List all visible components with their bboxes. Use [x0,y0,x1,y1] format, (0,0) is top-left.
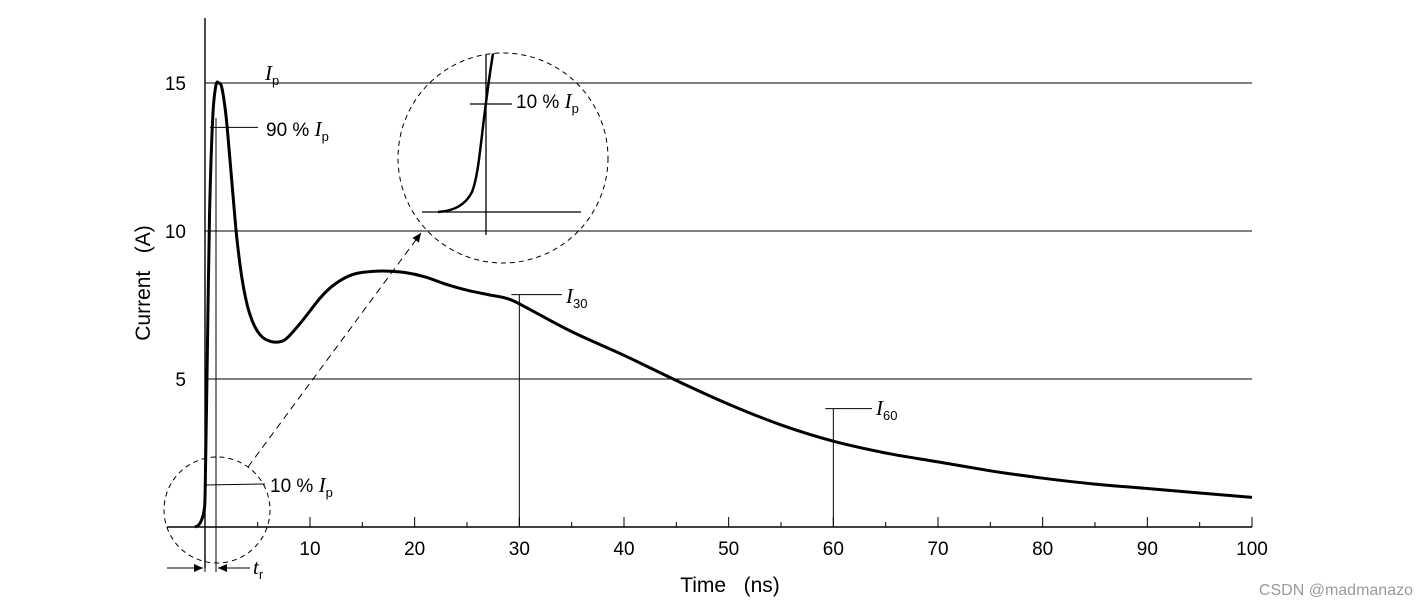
zoom-inset [163,52,609,564]
p90-subscript: p [322,129,329,144]
current-waveform-line [194,80,1253,529]
tr-subscript: r [259,567,264,582]
i60-label: I60 [875,396,897,423]
i60-subscript: 60 [883,408,897,423]
i30-symbol: I [565,284,574,308]
x-tick-label-90: 90 [1137,539,1158,560]
x-axis-title: Time (ns) [680,574,780,597]
x-tick-label-50: 50 [718,539,739,560]
p10-symbol: I [318,473,327,497]
x-tick-label-20: 20 [404,539,425,560]
gridlines [205,82,1252,380]
zoom-rising-edge [437,53,496,214]
x-tick-label-60: 60 [823,539,844,560]
p90-label: 90 % Ip [266,117,329,144]
tr-label: tr [253,555,264,582]
p10-level-tick [204,483,266,486]
x-tick-label-30: 30 [509,539,530,560]
zoom-p10-label: 10 % Ip [516,89,579,116]
x-tick-label-100: 100 [1236,539,1268,560]
x-tick-label-80: 80 [1032,539,1053,560]
p90-prefix: 90 % [266,120,315,141]
detail-circle [163,456,271,564]
tr-symbol: t [253,555,260,579]
zoom-arrow [247,232,422,468]
p10-label: 10 % Ip [270,473,333,500]
i60-symbol: I [875,396,884,420]
zoom-p10-prefix: 10 % [516,92,565,113]
ip-symbol: I [264,61,273,85]
x-tick-label-70: 70 [927,539,948,560]
p10-subscript: p [326,485,333,500]
p10-prefix: 10 % [270,476,319,497]
p90-symbol: I [314,117,323,141]
x-tick-label-40: 40 [613,539,634,560]
y-tick-label-5: 5 [175,370,186,391]
measurement-markers [167,82,872,572]
zoom-p10-subscript: p [572,101,579,116]
x-tick-label-10: 10 [299,539,320,560]
y-tick-label-10: 10 [165,222,186,243]
i30-label: I30 [565,284,587,311]
i30-subscript: 30 [573,296,587,311]
zoom-p10-symbol: I [564,89,573,113]
y-axis-title: Current (A) [132,225,155,341]
ip-subscript: p [272,73,279,88]
y-tick-label-15: 15 [165,74,186,95]
ip-label: Ip [264,61,279,88]
zoom-circle [397,52,609,264]
watermark: CSDN @madmanazo [1258,582,1413,599]
